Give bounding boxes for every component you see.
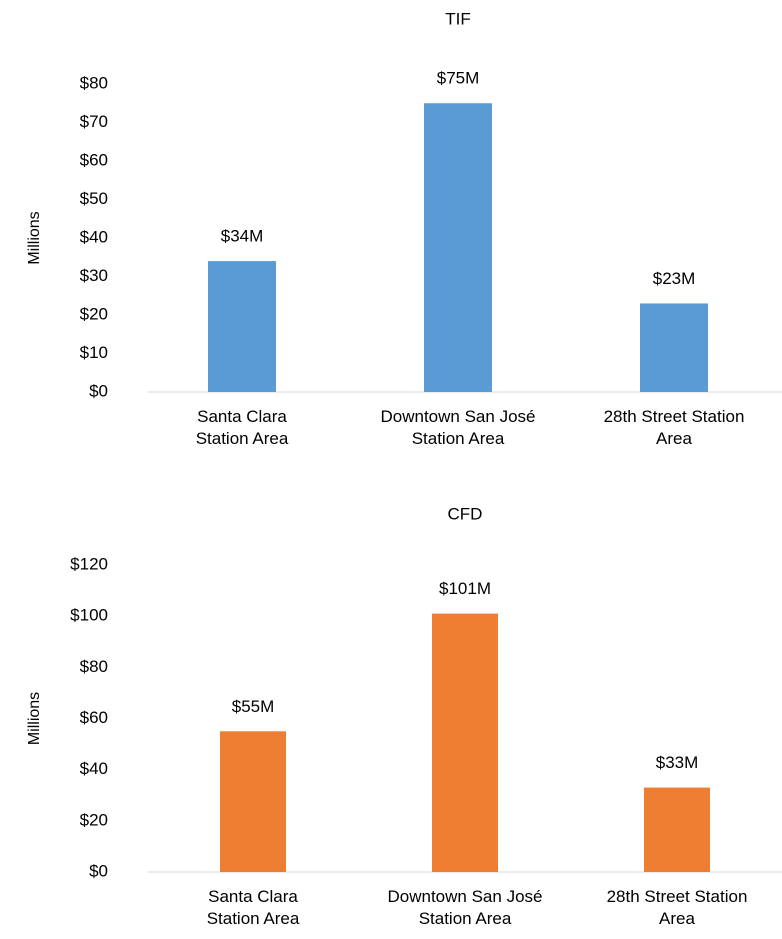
y-tick-label: $0 <box>89 861 108 880</box>
y-tick-label: $120 <box>70 554 108 573</box>
y-axis-label: Millions <box>26 211 43 264</box>
bar <box>208 261 276 392</box>
bar <box>424 103 492 392</box>
bar <box>640 303 708 392</box>
y-tick-label: $70 <box>80 112 108 131</box>
value-label: $34M <box>221 227 264 246</box>
y-tick-label: $80 <box>80 73 108 92</box>
chart-title: TIF <box>445 9 471 28</box>
bar <box>644 787 710 872</box>
x-tick-label: 28th Street Station Area <box>606 887 748 928</box>
y-tick-label: $80 <box>80 657 108 676</box>
y-tick-label: $40 <box>80 759 108 778</box>
y-tick-label: $20 <box>80 304 108 323</box>
bar <box>432 613 498 872</box>
x-tick-label: 28th Street Station Area <box>603 407 745 448</box>
y-tick-label: $20 <box>80 810 108 829</box>
x-tick-label: Downtown San José Station Area <box>387 887 543 928</box>
value-label: $23M <box>653 269 696 288</box>
y-tick-label: $60 <box>80 150 108 169</box>
y-tick-label: $40 <box>80 227 108 246</box>
x-tick-label: Santa Clara Station Area <box>195 407 289 448</box>
x-tick-label: Downtown San José Station Area <box>380 407 536 448</box>
value-label: $75M <box>437 69 480 88</box>
y-tick-label: $100 <box>70 606 108 625</box>
y-tick-label: $30 <box>80 266 108 285</box>
y-tick-label: $50 <box>80 189 108 208</box>
value-label: $55M <box>232 697 275 716</box>
y-tick-label: $10 <box>80 343 108 362</box>
y-tick-label: $60 <box>80 708 108 727</box>
chart-title: CFD <box>448 504 483 523</box>
value-label: $33M <box>656 753 699 772</box>
y-tick-label: $0 <box>89 381 108 400</box>
bar <box>220 731 286 872</box>
value-label: $101M <box>439 579 491 598</box>
y-axis-label: Millions <box>26 692 43 745</box>
x-tick-label: Santa Clara Station Area <box>206 887 300 928</box>
